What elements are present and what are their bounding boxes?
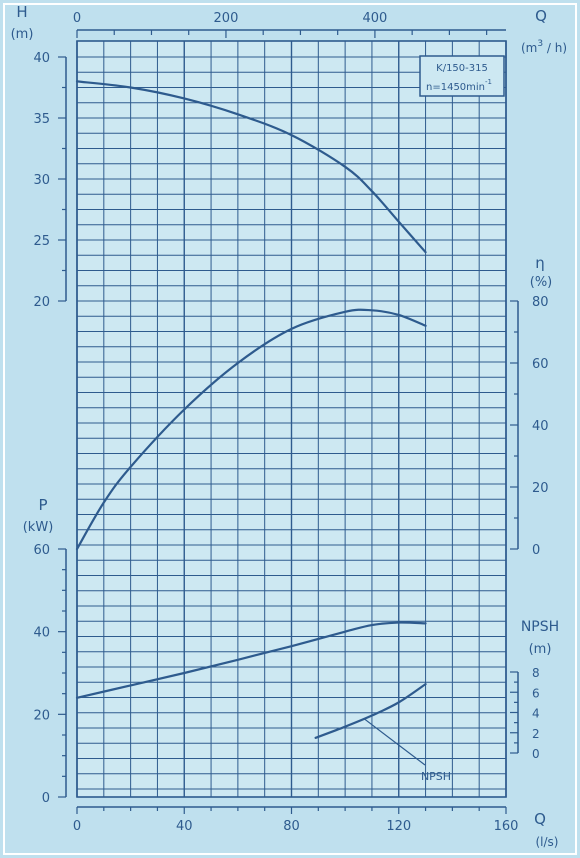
head-axis-label: H [16,3,27,21]
head-tick-label: 30 [33,173,50,188]
power-axis-label: P [38,496,47,514]
npsh-series-label: NPSH [421,770,451,783]
npsh-tick-label: 2 [532,727,540,741]
head-axis-unit: (m) [11,27,34,42]
x-bottom-tick-label: 80 [283,819,300,834]
model-box-frame [419,55,505,97]
power-tick-label: 40 [33,626,50,641]
efficiency-curve [75,308,427,551]
efficiency-tick-label: 40 [532,419,549,434]
head-tick-label: 35 [33,112,50,127]
efficiency-tick-label: 60 [532,357,549,372]
axes [58,29,519,814]
curves [75,80,427,766]
x-top-axis-unit: (m3 / h) [521,39,567,55]
x-bottom-tick-label: 120 [386,819,411,834]
efficiency-tick-label: 0 [532,543,540,558]
x-top-tick-label: 400 [363,11,388,26]
speed-label: n=1450min-1 [426,78,492,93]
grid [76,40,507,798]
head-tick-label: 40 [33,51,50,66]
labels: 0 40 80 120 160 Q(l/s)0 200 400 Q(m3 / h)2025303… [11,3,567,849]
npsh-leader-line [363,718,426,766]
x-bottom-tick-label: 40 [176,819,193,834]
power-tick-label: 60 [33,543,50,558]
x-bottom-tick-label: 160 [494,819,519,834]
x-bottom-axis-unit: (l/s) [536,835,559,849]
npsh-tick-label: 6 [532,686,540,700]
npsh-axis-label: NPSH [521,619,559,635]
head-curve [75,80,427,254]
model-box: K/150-315 n=1450min-1 [419,55,505,97]
npsh-tick-label: 4 [532,707,540,721]
power-tick-label: 20 [33,708,50,723]
page-border [3,3,577,855]
efficiency-axis-unit: (%) [530,275,553,290]
plot-frame [76,40,507,798]
npsh-tick-label: 8 [532,666,540,680]
x-top-tick-label: 200 [214,11,239,26]
efficiency-tick-label: 80 [532,295,549,310]
npsh-tick-label: 0 [532,747,540,761]
x-bottom-tick-label: 0 [73,819,81,834]
model-label: K/150-315 [436,63,488,74]
x-top-axis-label: Q [535,7,547,25]
npsh-curve [314,683,427,739]
x-top-tick-label: 0 [73,11,81,26]
power-tick-label: 0 [42,791,50,806]
power-curve [75,621,427,699]
npsh-axis-unit: (m) [529,642,552,657]
efficiency-tick-label: 20 [532,481,549,496]
head-tick-label: 25 [33,234,50,249]
efficiency-axis-label: η [535,254,545,272]
head-tick-label: 20 [33,295,50,310]
power-axis-unit: (kW) [23,520,54,535]
x-bottom-axis-label: Q [534,810,546,828]
